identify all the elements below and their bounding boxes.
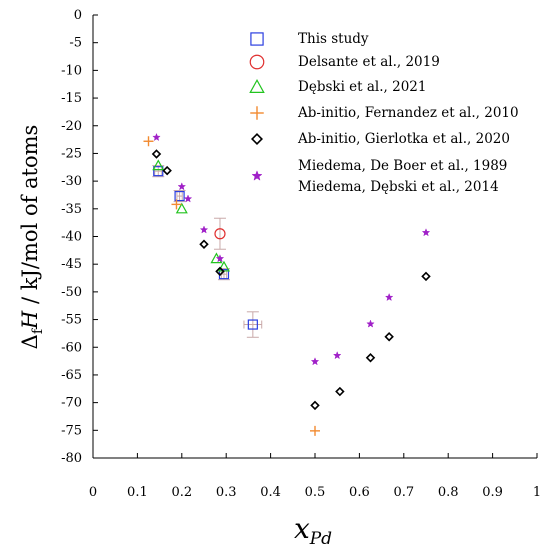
error-bar [173,190,186,203]
data-point [171,199,182,210]
legend-label: Ab-initio, Fernandez et al., 2010 [297,105,519,121]
data-point [183,194,193,203]
y-tick-label: -5 [69,36,82,51]
legend-entry: Ab-initio, Gierlotka et al., 2020 [251,131,510,147]
x-tick-label: 0.7 [393,485,414,500]
y-axis-title-rest: / kJ/mol of atoms [18,125,42,311]
y-tick-label: -50 [61,285,82,300]
legend-entry: Miedema, De Boer et al., 1989 [251,158,507,181]
x-tick-label: 0.3 [216,485,237,500]
y-axis-title: ΔfH / kJ/mol of atoms [18,125,46,350]
data-marks [143,132,431,436]
data-point [153,166,164,177]
x-tick-label: 0.4 [260,485,281,500]
x-tick-label: 1 [533,485,541,500]
data-point [151,149,162,159]
legend-marker [251,133,263,145]
error-bar [152,165,165,178]
data-point [175,202,188,214]
x-tick-label: 0.2 [171,485,192,500]
y-tick-label: -20 [61,119,82,134]
legend-label: Dębski et al., 2021 [298,79,426,95]
legend-entry: Dębski et al., 2021 [249,79,426,95]
legend-label: Delsante et al., 2019 [298,54,440,70]
y-tick-label: -60 [61,340,82,355]
y-tick-label: -15 [61,91,82,106]
y-tick-label: 0 [74,8,82,23]
data-point [247,319,258,330]
data-point [384,292,394,302]
y-tick-label: -65 [61,368,82,383]
data-point [421,271,431,282]
y-tick-label: -30 [61,174,82,189]
data-point [310,425,320,436]
data-point [199,225,209,234]
y-tick-label: -45 [61,257,82,272]
y-axis-title-var: H [18,310,42,330]
x-axis-title-main: x [294,512,310,545]
y-axis-title-sub: f [30,327,46,334]
data-point [215,266,225,277]
data-point [384,331,394,342]
data-point [174,190,185,202]
x-tick-label: 0.5 [305,485,326,500]
data-point [421,228,431,237]
legend-marker [250,106,264,120]
y-tick-label: -10 [61,63,82,78]
data-point [152,132,161,142]
legend-entry: Delsante et al., 2019 [249,54,440,70]
data-point [366,319,375,328]
y-tick-label: -25 [61,146,82,161]
legend-entry: This study [250,31,369,47]
x-tick-label: 0.1 [127,485,148,500]
legend-label: Ab-initio, Gierlotka et al., 2020 [297,131,510,147]
data-point [143,136,154,147]
legend-entry: Ab-initio, Fernandez et al., 2010 [250,105,519,121]
x-axis-title: xPd [294,512,332,549]
tick-marks: 0 -5 -10 -15 -20 -25 -30 -35 -40 -45 -50 -55 -60 -65 -… [61,8,541,500]
data-point [214,228,226,240]
y-tick-label: -70 [61,396,82,411]
legend-marker [249,79,265,94]
legend-marker [250,32,264,46]
x-axis-title-sub: Pd [309,529,332,549]
error-bar [213,217,226,250]
x-tick-label: 0 [89,485,97,500]
legend-label: Miedema, Dębski et al., 2014 [298,179,499,195]
data-point [177,182,187,191]
data-point [365,353,376,363]
y-tick-label: -40 [61,230,82,245]
y-tick-label: -55 [61,313,82,328]
legend-label: Miedema, De Boer et al., 1989 [298,158,507,174]
legend-entry: Miedema, Dębski et al., 2014 [298,179,499,195]
x-tick-label: 0.8 [438,485,459,500]
y-tick-label: -35 [61,202,82,217]
data-point [199,239,209,249]
data-point [310,400,320,411]
y-tick-label: -75 [61,423,82,438]
legend-marker [251,170,263,181]
y-tick-label: -80 [61,451,82,466]
x-tick-label: 0.6 [349,485,370,500]
data-point [162,165,172,176]
error-bar [243,311,263,338]
data-point [332,351,342,360]
legend: This study Delsante et al., 2019 Dębski et… [249,31,519,195]
data-point [310,357,320,366]
data-point [335,386,345,397]
data-point [152,159,165,171]
x-tick-label: 0.9 [482,485,503,500]
y-axis-title-prefix: Δ [18,334,42,349]
legend-label: This study [298,31,369,47]
legend-marker [249,54,265,70]
data-point [215,254,225,263]
